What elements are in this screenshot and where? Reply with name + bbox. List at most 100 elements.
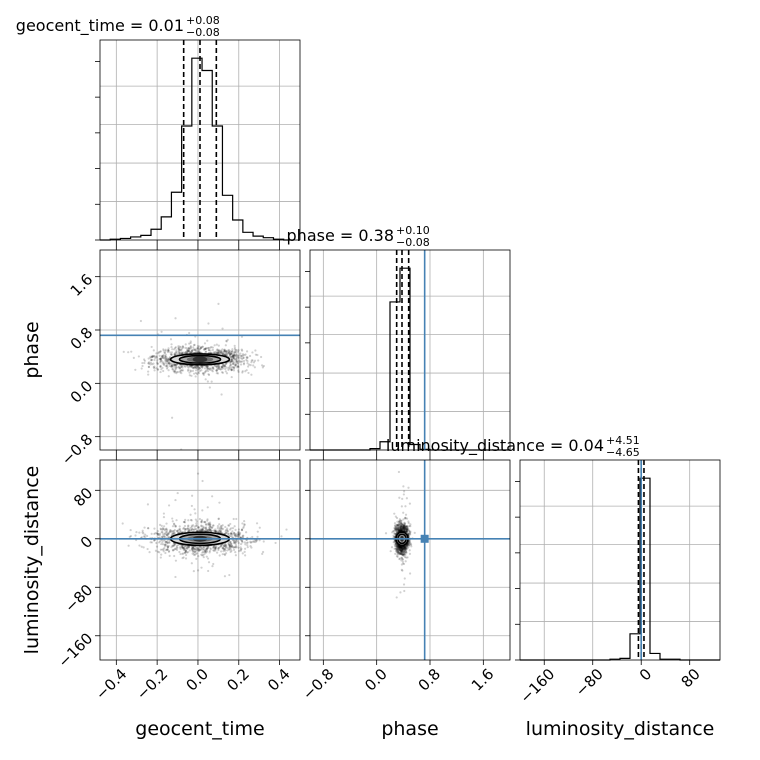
sample-point: [209, 548, 212, 551]
sample-point: [163, 357, 166, 360]
sample-point: [397, 527, 400, 530]
sample-point: [241, 354, 244, 357]
sample-point: [170, 546, 173, 549]
sample-point: [156, 530, 159, 533]
sample-point: [193, 366, 196, 369]
sample-point: [231, 354, 234, 357]
sample-point: [408, 540, 411, 543]
sample-point: [146, 547, 149, 551]
sample-point: [395, 523, 399, 526]
sample-point: [405, 517, 409, 520]
sample-point: [224, 546, 228, 549]
sample-point: [195, 522, 198, 525]
sample-point: [224, 545, 227, 548]
sample-point: [229, 534, 232, 538]
sample-point: [408, 532, 412, 535]
sample-point: [137, 355, 140, 358]
sample-point: [153, 358, 156, 362]
sample-point: [156, 532, 159, 535]
sample-point: [401, 528, 404, 531]
sample-point: [223, 348, 226, 351]
sample-point: [154, 355, 157, 358]
x-tick-label: −160: [517, 665, 559, 707]
sample-point: [217, 529, 220, 532]
sample-point: [189, 346, 192, 349]
sample-point: [162, 369, 165, 373]
sample-point: [400, 552, 403, 555]
sample-point: [233, 358, 236, 361]
sample-point: [231, 535, 234, 538]
sample-point: [233, 531, 236, 535]
y-axis-label: phase: [21, 321, 43, 378]
sample-point: [392, 530, 395, 533]
2d-panel-phase-vs-geocent_time: [99, 249, 301, 451]
sample-point: [397, 524, 400, 527]
sample-point: [216, 367, 219, 370]
x-axis-label: luminosity_distance: [526, 718, 715, 740]
sample-point: [206, 380, 209, 383]
sample-point: [211, 366, 215, 369]
sample-point: [204, 370, 207, 373]
sample-point: [232, 356, 235, 359]
sample-point: [227, 543, 230, 546]
y-tick-label: 0: [77, 532, 96, 551]
sample-point: [241, 536, 244, 539]
sample-point: [184, 549, 188, 553]
sample-point: [178, 345, 181, 348]
sample-point: [164, 353, 167, 356]
sample-point: [402, 552, 405, 555]
sample-point: [185, 347, 188, 350]
x-tick-label: 0.2: [223, 665, 253, 695]
sample-point: [164, 543, 167, 546]
sample-point: [164, 355, 167, 358]
sample-point: [401, 550, 404, 554]
sample-point: [231, 361, 235, 364]
sample-point: [153, 355, 156, 358]
sample-point: [393, 522, 397, 525]
sample-point: [149, 355, 152, 358]
sample-point: [234, 528, 237, 531]
sample-point: [163, 351, 166, 354]
sample-point: [239, 531, 242, 535]
sample-point: [216, 368, 219, 371]
sample-point: [205, 549, 208, 552]
sample-point: [197, 349, 200, 352]
sample-point: [398, 529, 401, 532]
sample-point: [394, 552, 397, 556]
sample-point: [394, 515, 397, 518]
sample-point: [218, 352, 221, 355]
sample-point: [207, 349, 211, 352]
sample-point: [241, 541, 244, 544]
sample-point: [171, 525, 175, 528]
sample-point: [405, 530, 408, 533]
sample-point: [401, 525, 404, 529]
sample-point: [399, 527, 402, 530]
sample-point: [233, 344, 236, 347]
sample-point: [179, 552, 182, 556]
x-tick-label: −0.2: [133, 665, 171, 703]
sample-point: [223, 350, 226, 353]
sample-point: [184, 518, 187, 522]
sample-point: [242, 359, 246, 363]
sample-point: [396, 548, 399, 551]
sample-point: [395, 544, 398, 548]
sample-point: [161, 526, 164, 530]
sample-point: [198, 348, 201, 351]
sample-point: [223, 545, 226, 548]
sample-point: [184, 346, 187, 349]
sample-point: [215, 529, 218, 532]
sample-point: [174, 364, 178, 367]
sample-point: [233, 533, 237, 536]
sample-point: [219, 529, 222, 532]
sample-point: [187, 368, 190, 371]
sample-point: [164, 540, 167, 544]
sample-point: [187, 529, 190, 533]
y-axis-label: luminosity_distance: [21, 466, 43, 655]
sample-point: [235, 357, 238, 360]
sample-point: [226, 351, 229, 355]
sample-point: [399, 548, 402, 552]
sample-point: [409, 533, 412, 536]
sample-point: [231, 530, 234, 533]
sample-point: [173, 363, 177, 366]
sample-point: [197, 547, 200, 550]
